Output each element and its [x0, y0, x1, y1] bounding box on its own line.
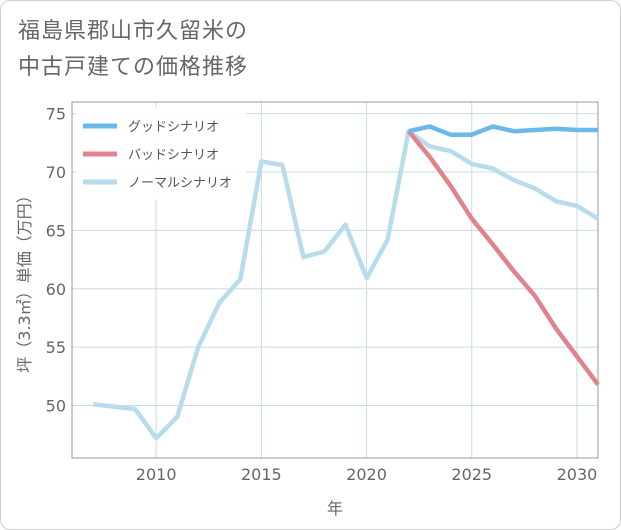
x-tick-label: 2025	[451, 465, 492, 484]
y-tick-label: 65	[46, 221, 66, 240]
series-line-2	[92, 128, 600, 441]
series-line-0	[408, 124, 598, 137]
y-tick-label: 75	[46, 105, 66, 124]
y-tick-label: 55	[46, 338, 66, 357]
x-tick-label: 2010	[136, 465, 177, 484]
y-tick-label: 70	[46, 163, 66, 182]
chart-title: 福島県郡山市久留米の 中古戸建ての価格推移	[18, 14, 248, 86]
legend-label: ノーマルシナリオ	[128, 176, 232, 191]
chart-title-line-2: 中古戸建ての価格推移	[18, 55, 249, 80]
y-tick-label: 50	[46, 396, 66, 415]
x-tick-label: 2015	[241, 465, 282, 484]
legend-label: グッドシナリオ	[128, 120, 219, 135]
x-tick-label: 2030	[557, 465, 598, 484]
x-axis-label: 年	[327, 499, 343, 518]
chart-title-line-1: 福島県郡山市久留米の	[18, 19, 249, 44]
series-lines	[92, 124, 600, 441]
x-tick-labels: 2010 2015 2020 2025 2030	[136, 465, 598, 484]
y-axis-label: 坪（3.3㎡）単価（万円）	[15, 187, 34, 372]
y-tick-label: 60	[46, 280, 66, 299]
y-tick-labels: 50 55 60 65 70 75	[46, 105, 66, 416]
series-line-1	[406, 129, 600, 386]
legend-label: バッドシナリオ	[128, 148, 219, 163]
x-tick-label: 2020	[346, 465, 387, 484]
plot-area	[71, 101, 599, 459]
